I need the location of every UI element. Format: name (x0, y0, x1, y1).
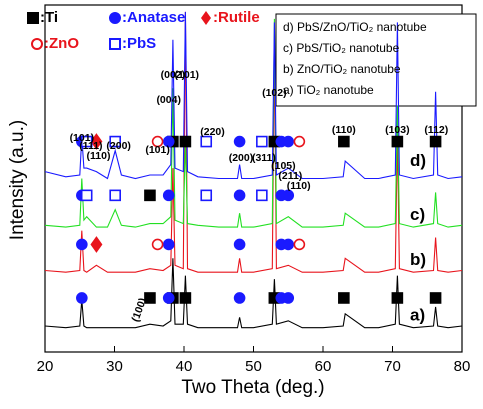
peak-annotation: (200) (229, 152, 254, 164)
x-tick-label: 30 (106, 358, 123, 375)
legend-label: :Ti (40, 9, 58, 26)
peak-marker (144, 189, 156, 202)
y-axis-label: Intensity (a.u.) (7, 120, 28, 240)
x-tick-label: 50 (245, 358, 262, 375)
peak-annotation: (220) (200, 126, 225, 138)
peak-annotation: (200) (106, 140, 131, 152)
peak-marker (144, 292, 156, 304)
peak-marker (162, 292, 175, 304)
peak-marker (179, 135, 192, 148)
peak-marker (162, 189, 175, 202)
peak-marker (233, 292, 246, 304)
legend-box (275, 13, 477, 107)
peak-marker (151, 135, 164, 148)
peak-marker (429, 135, 442, 148)
peak-annotation: (004) (156, 94, 181, 106)
x-tick-label: 80 (454, 358, 471, 375)
x-tick-label: 70 (384, 358, 401, 375)
peak-marker (76, 292, 88, 304)
series-line (44, 258, 463, 329)
peak-marker (338, 292, 350, 304)
peak-marker (179, 292, 192, 304)
peak-marker (429, 292, 442, 304)
peak-marker (200, 135, 213, 148)
legend-entry: d) PbS/ZnO/TiO₂ nanotube (283, 20, 427, 34)
peak-marker (282, 292, 295, 304)
peak-marker (338, 135, 350, 148)
legend-symbol (27, 12, 39, 24)
peak-marker (80, 189, 93, 202)
legend-entry: b) ZnO/TiO₂ nanotube (283, 62, 401, 76)
peak-marker (233, 189, 246, 202)
peak-annotation: (002) (161, 69, 186, 81)
peak-marker (90, 236, 103, 253)
peak-annotation: (101) (175, 69, 200, 81)
peak-marker (282, 135, 295, 148)
curve-label: b) (410, 250, 426, 269)
peak-marker (233, 135, 246, 148)
peak-annotation: (111) (79, 140, 102, 152)
legend-label: :ZnO (44, 35, 79, 52)
curve-label: d) (410, 151, 426, 170)
peak-annotation: (110) (87, 150, 111, 162)
series-line (44, 18, 463, 228)
peak-marker (391, 135, 404, 148)
peak-marker (282, 189, 295, 202)
peak-annotation: (101) (70, 132, 95, 144)
legend-entry: a) TiO₂ nanotube (283, 83, 374, 97)
x-tick-label: 60 (315, 358, 332, 375)
peak-marker (293, 135, 306, 148)
peak-annotation: (110) (332, 124, 356, 136)
peak-marker (76, 238, 88, 251)
legend-symbol (109, 12, 121, 24)
peak-marker (256, 135, 268, 148)
legend-symbol (201, 11, 211, 25)
curve-label: c) (410, 205, 425, 224)
peak-marker (162, 238, 175, 251)
peak-marker (200, 189, 213, 202)
peak-annotation: (103) (385, 124, 410, 136)
legend-label: :Rutile (213, 9, 260, 26)
peak-marker (293, 238, 306, 251)
peak-annotation: (100) (129, 296, 149, 323)
peak-marker (90, 133, 103, 150)
legend-entry: c) PbS/TiO₂ nanotube (283, 41, 400, 55)
peak-marker (282, 238, 295, 251)
peak-annotation: (211) (278, 170, 302, 182)
peak-annotation: (101) (145, 144, 170, 156)
peak-annotation: (102) (262, 87, 287, 99)
peak-annotation: (311) (252, 152, 276, 164)
peak-marker (151, 238, 164, 251)
peak-annotation: (105) (271, 160, 296, 172)
curve-label: a) (410, 305, 425, 324)
peak-annotation: (112) (424, 124, 448, 136)
legend-label: :PbS (122, 35, 156, 52)
x-axis-label: Two Theta (deg.) (181, 377, 324, 398)
legend-label: :Anatase (122, 9, 185, 26)
peak-marker (256, 189, 268, 202)
peak-marker (391, 292, 404, 304)
peak-marker (162, 135, 175, 148)
legend-symbol (109, 38, 121, 50)
peak-marker (80, 135, 93, 148)
legend-symbol (31, 38, 43, 50)
peak-marker (109, 189, 121, 202)
peak-annotation: (110) (287, 180, 311, 192)
series-line (44, 11, 463, 180)
peak-marker (233, 238, 246, 251)
x-tick-label: 40 (176, 358, 193, 375)
x-tick-label: 20 (37, 358, 54, 375)
peak-marker (109, 135, 121, 148)
